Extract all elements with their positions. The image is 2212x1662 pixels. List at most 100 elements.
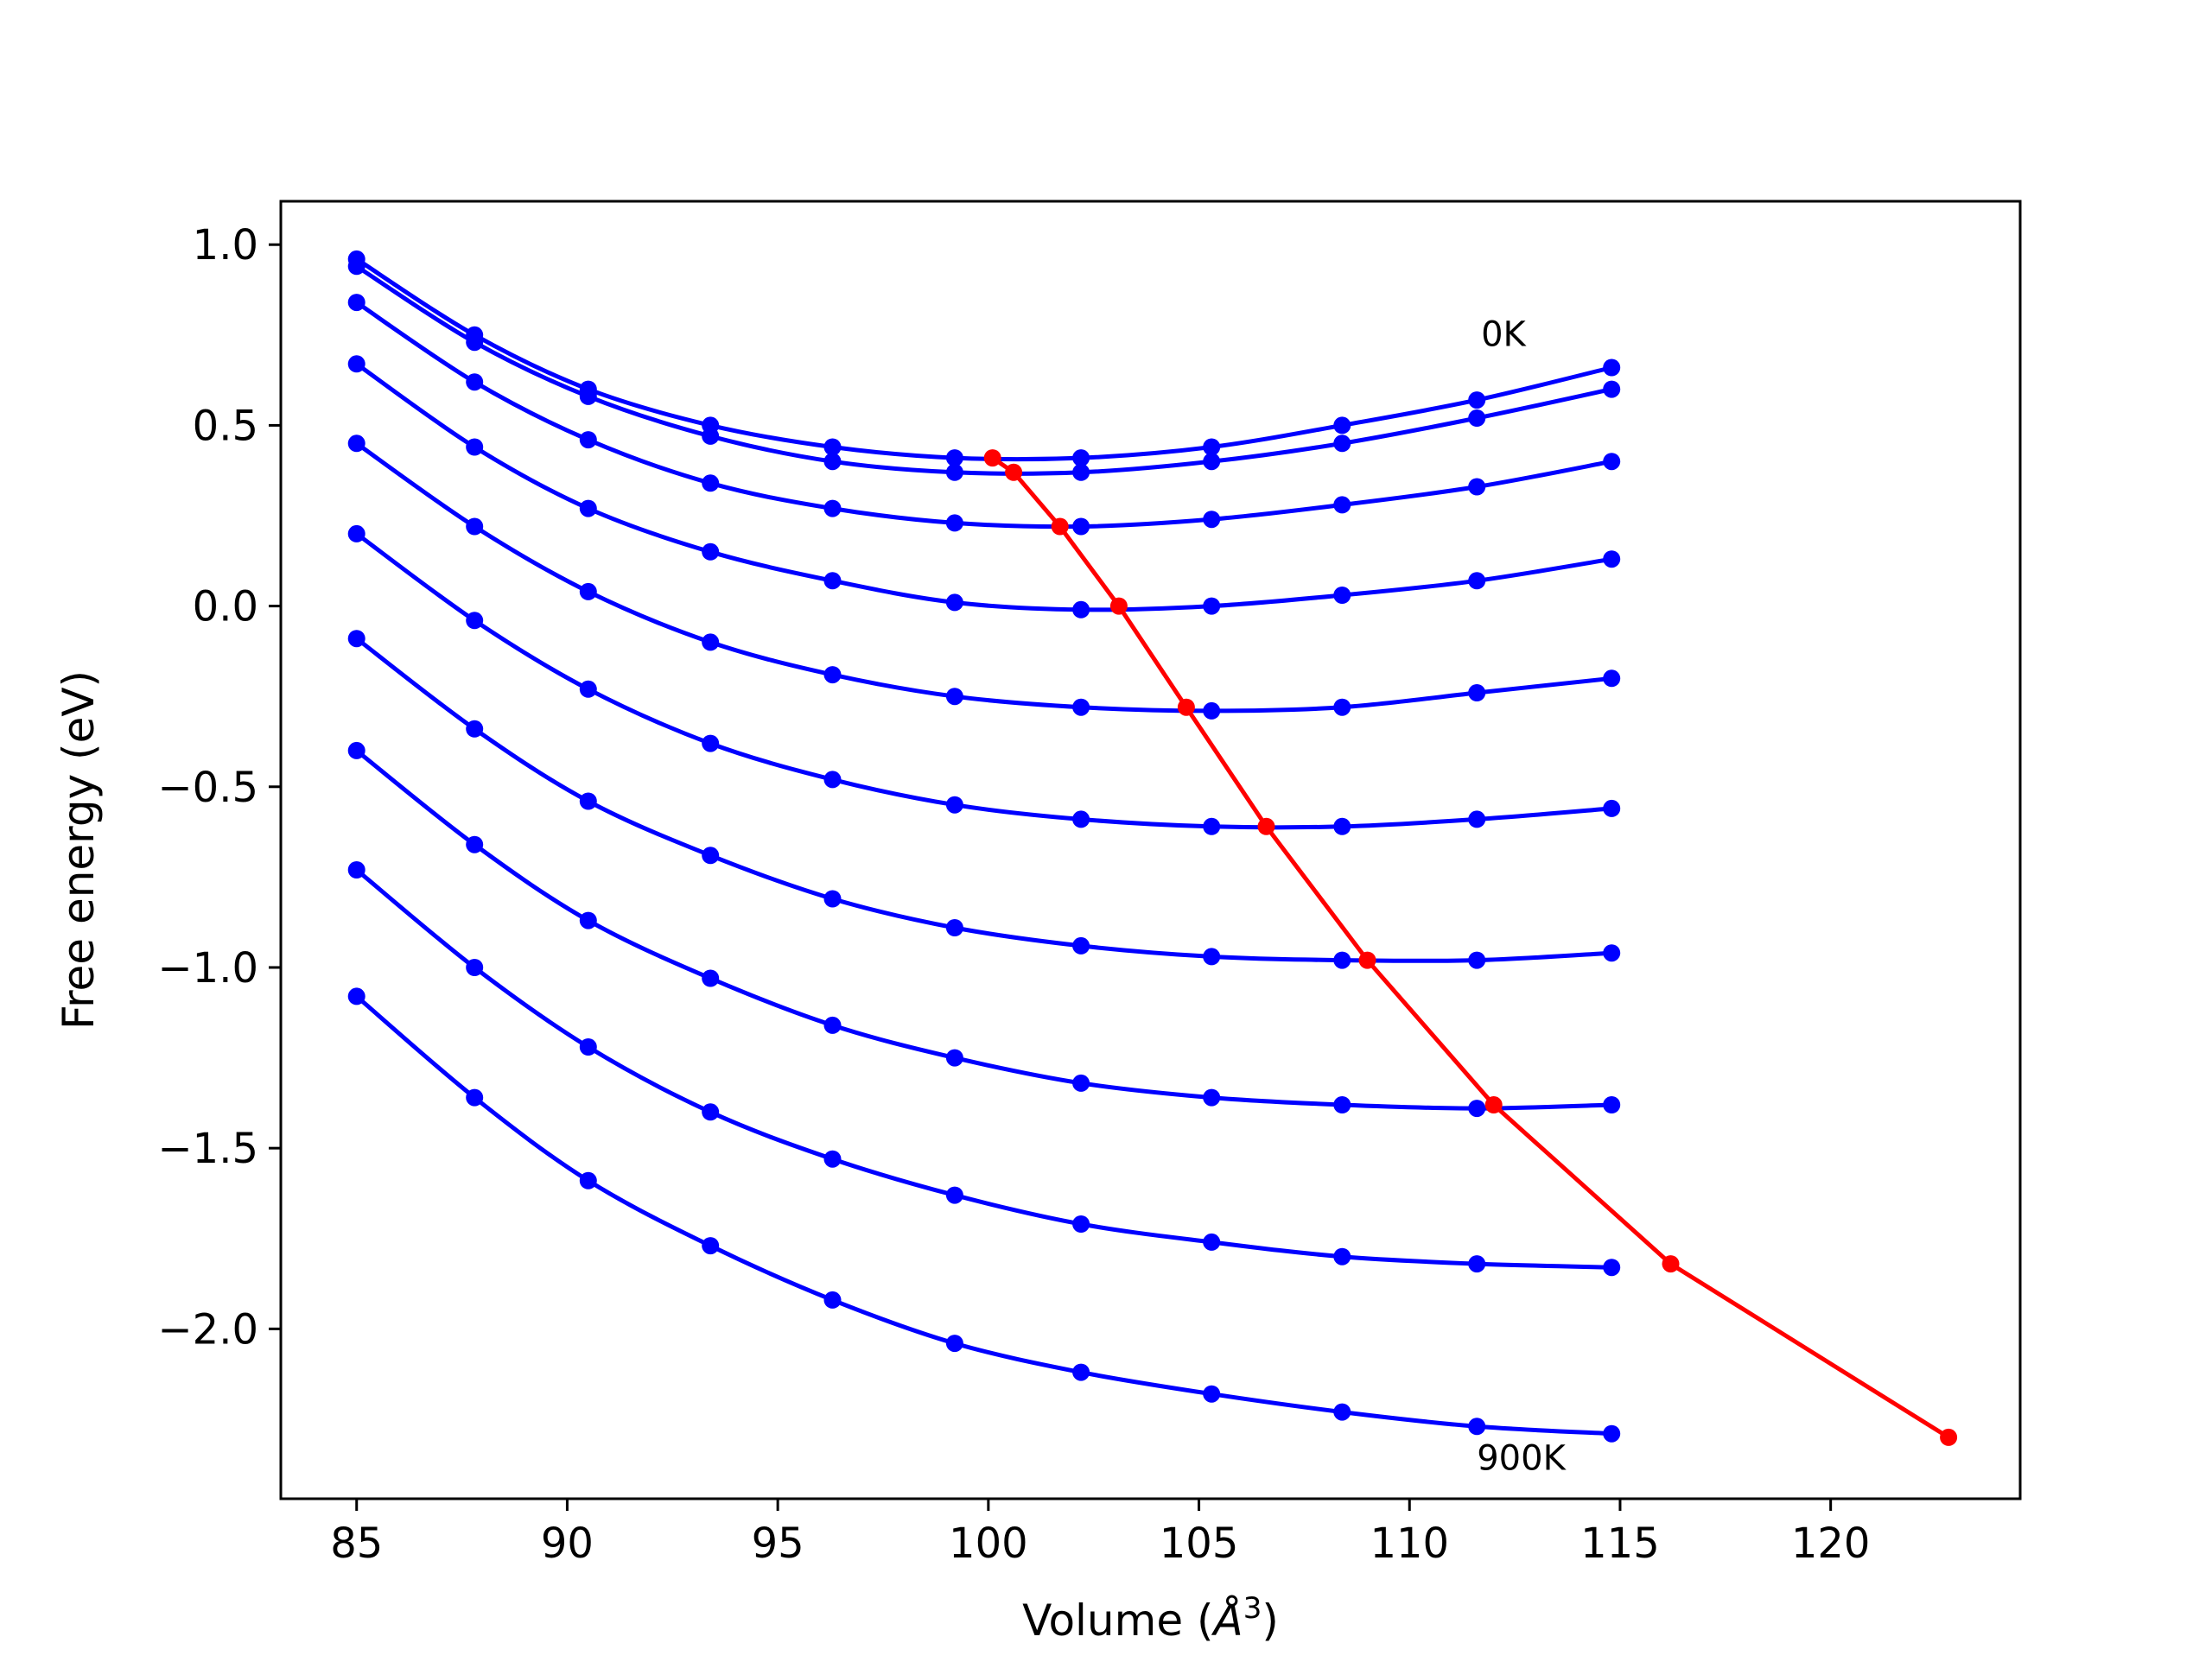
y-tick-label-4: −1.0 xyxy=(157,944,258,993)
minima-point-8 xyxy=(1662,1255,1680,1273)
series-7-point-8 xyxy=(1333,1096,1351,1113)
series-2-point-2 xyxy=(579,431,597,449)
y-tick-label-2: 0.0 xyxy=(193,583,258,631)
series-7-point-5 xyxy=(945,1049,963,1067)
series-5-point-2 xyxy=(579,680,597,698)
series-2-point-10 xyxy=(1603,453,1621,471)
series-0-point-9 xyxy=(1468,391,1486,409)
series-5-point-7 xyxy=(1203,817,1221,835)
x-axis-title-unit: Å xyxy=(1211,1595,1243,1646)
series-3-point-1 xyxy=(466,438,484,456)
series-8-point-10 xyxy=(1603,1259,1621,1277)
series-0-point-7 xyxy=(1203,438,1221,456)
series-0-point-8 xyxy=(1333,416,1351,435)
series-7-point-4 xyxy=(823,1016,842,1034)
y-axis-title: Free energy (eV) xyxy=(54,670,104,1030)
x-tick-label-1: 90 xyxy=(541,1519,594,1568)
series-6-point-9 xyxy=(1468,951,1486,969)
minima-point-7 xyxy=(1484,1096,1503,1113)
y-tick-label-3: −0.5 xyxy=(157,764,258,812)
series-9-point-5 xyxy=(945,1335,963,1353)
series-1-point-8 xyxy=(1333,435,1351,453)
series-4-point-10 xyxy=(1603,669,1621,688)
series-1-point-0 xyxy=(347,257,365,276)
annotation-0: 0K xyxy=(1481,314,1527,354)
series-3-point-8 xyxy=(1333,587,1351,604)
series-6-point-6 xyxy=(1072,936,1090,955)
series-2-point-6 xyxy=(1072,517,1090,536)
series-2-point-1 xyxy=(466,373,484,391)
x-tick-label-0: 85 xyxy=(330,1519,383,1568)
series-4-point-5 xyxy=(945,688,963,706)
series-4-point-4 xyxy=(823,666,842,684)
series-6-point-5 xyxy=(945,919,963,936)
series-6-point-3 xyxy=(702,847,720,865)
series-4-point-1 xyxy=(466,517,484,536)
series-9-point-1 xyxy=(466,1088,484,1107)
series-7-point-6 xyxy=(1072,1074,1090,1092)
x-tick-label-6: 115 xyxy=(1580,1519,1660,1568)
annotation-layer: 0K 900K xyxy=(1477,314,1567,1478)
series-6-point-2 xyxy=(579,792,597,810)
series-9-point-0 xyxy=(347,987,365,1005)
series-0-point-4 xyxy=(823,438,842,456)
series-6-point-8 xyxy=(1333,951,1351,969)
series-8-point-3 xyxy=(702,1103,720,1121)
series-5-point-3 xyxy=(702,734,720,752)
curve-layer xyxy=(347,250,1621,1443)
series-4-point-7 xyxy=(1203,701,1221,720)
series-4-point-8 xyxy=(1333,698,1351,716)
series-2-point-9 xyxy=(1468,478,1486,496)
series-4-point-2 xyxy=(579,582,597,600)
x-axis-title-base: Volume ( xyxy=(1022,1595,1213,1646)
series-9-point-6 xyxy=(1072,1363,1090,1381)
series-3-point-7 xyxy=(1203,597,1221,615)
series-6-point-0 xyxy=(347,630,365,648)
series-9-point-9 xyxy=(1468,1418,1486,1436)
minima-point-1 xyxy=(1005,463,1023,481)
x-tick-label-3: 100 xyxy=(949,1519,1028,1568)
y-tick-label-6: −2.0 xyxy=(157,1305,258,1354)
series-5-point-5 xyxy=(945,796,963,814)
series-7-point-9 xyxy=(1468,1100,1486,1118)
series-1-point-7 xyxy=(1203,453,1221,471)
series-5-point-9 xyxy=(1468,810,1486,828)
series-1-point-1 xyxy=(466,333,484,352)
series-3-point-2 xyxy=(579,499,597,517)
series-2-point-3 xyxy=(702,474,720,492)
series-4-point-9 xyxy=(1468,684,1486,701)
series-0-point-5 xyxy=(945,449,963,467)
minima-line xyxy=(991,456,1950,1440)
x-tick-label-4: 105 xyxy=(1160,1519,1239,1568)
series-6-point-1 xyxy=(466,720,484,738)
series-0-point-10 xyxy=(1603,358,1621,377)
x-tick-label-5: 110 xyxy=(1370,1519,1449,1568)
series-1-point-3 xyxy=(702,427,720,445)
y-tick-label-0: 1.0 xyxy=(193,221,258,270)
x-axis-title-exponent: 3 xyxy=(1243,1591,1262,1626)
series-8-point-1 xyxy=(466,959,484,976)
minima-point-6 xyxy=(1358,951,1376,969)
series-7-point-0 xyxy=(347,741,365,759)
series-2-point-8 xyxy=(1333,496,1351,514)
x-tick-label-7: 120 xyxy=(1791,1519,1871,1568)
annotation-1: 900K xyxy=(1477,1439,1567,1479)
series-9-point-10 xyxy=(1603,1424,1621,1443)
series-3-point-6 xyxy=(1072,600,1090,618)
minima-point-0 xyxy=(983,449,1001,467)
x-axis-title-close: ) xyxy=(1262,1595,1279,1646)
series-1-point-5 xyxy=(945,463,963,481)
y-axis: 1.0 0.5 0.0 −0.5 −1.0 −1.5 −2.0 xyxy=(157,221,281,1354)
plot-frame xyxy=(279,200,2022,1500)
x-axis-title: Volume (Å3) xyxy=(1022,1591,1279,1646)
series-6-point-4 xyxy=(823,890,842,908)
series-3-point-4 xyxy=(823,572,842,590)
series-7-point-2 xyxy=(579,911,597,929)
series-9-point-4 xyxy=(823,1291,842,1309)
minima-point-4 xyxy=(1177,698,1195,716)
series-5-point-8 xyxy=(1333,817,1351,835)
series-8-point-0 xyxy=(347,861,365,879)
series-8-point-8 xyxy=(1333,1247,1351,1266)
series-2-point-7 xyxy=(1203,511,1221,529)
